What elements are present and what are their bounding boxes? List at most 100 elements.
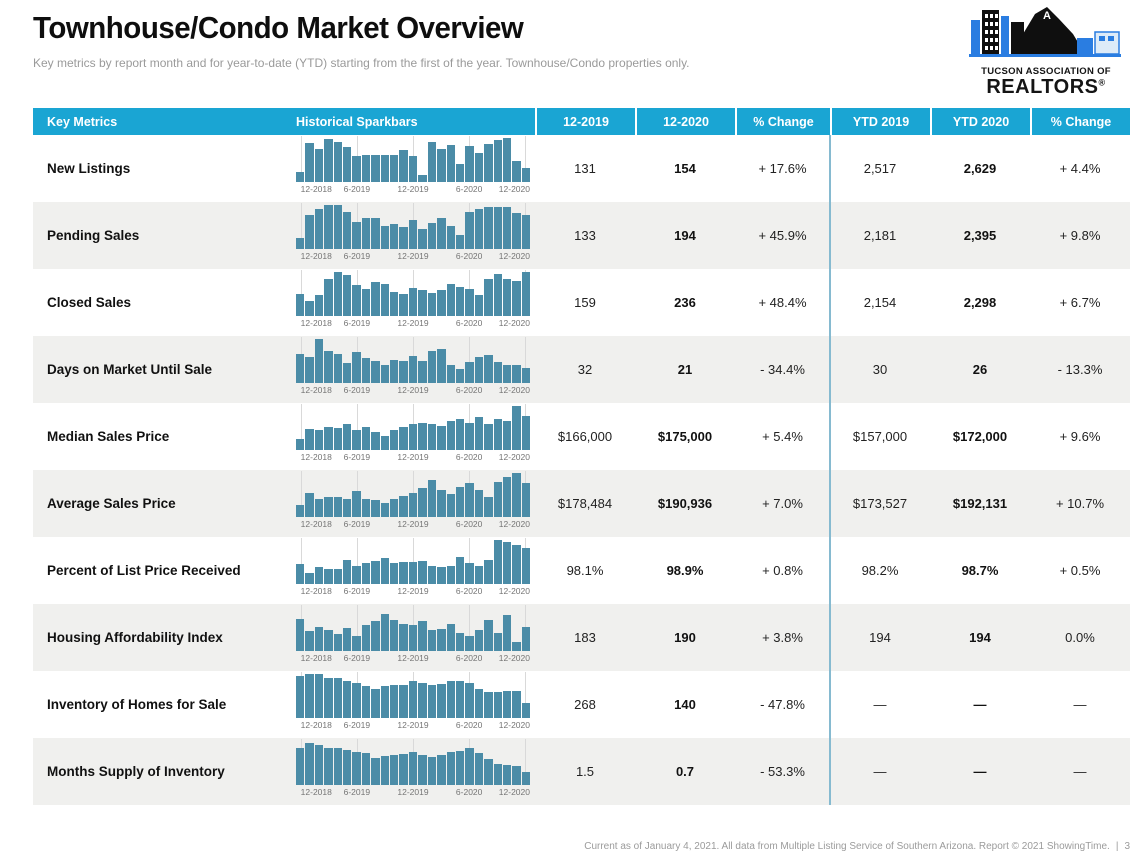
metric-label: Inventory of Homes for Sale bbox=[47, 697, 227, 712]
spark-bar bbox=[493, 274, 502, 316]
sparkbar-gridline bbox=[300, 404, 302, 450]
value-month-change: + 7.0% bbox=[762, 496, 803, 511]
value-month-curr: $190,936 bbox=[657, 496, 713, 511]
sparkbar-axis-label: 12-2018 bbox=[300, 653, 332, 663]
spark-bar bbox=[521, 272, 531, 316]
spark-bar bbox=[521, 167, 531, 182]
spark-bar bbox=[502, 765, 512, 785]
spark-bar bbox=[296, 238, 305, 249]
spark-bar bbox=[371, 757, 380, 785]
spark-bar bbox=[314, 294, 324, 316]
value-month-curr: 194 bbox=[674, 228, 696, 243]
spark-bar bbox=[437, 289, 446, 316]
value-month-change: - 47.8% bbox=[760, 697, 805, 712]
table-row: Inventory of Homes for Sale 12-2018 6-201… bbox=[33, 671, 1130, 738]
sparkbar-axis: 12-2018 6-2019 12-2019 6-2020 12-2020 bbox=[296, 585, 530, 596]
spark-bar bbox=[512, 473, 521, 517]
table-row: Months Supply of Inventory 12-2018 6-2019… bbox=[33, 738, 1130, 805]
spark-bar bbox=[371, 154, 380, 182]
sparkbar-gridline bbox=[469, 538, 471, 584]
spark-bar bbox=[465, 211, 474, 249]
spark-bar bbox=[474, 152, 484, 182]
spark-bar bbox=[380, 613, 390, 651]
spark-bar bbox=[352, 430, 361, 450]
spark-bar bbox=[474, 417, 484, 450]
spark-bar bbox=[493, 361, 502, 383]
spark-bar bbox=[408, 492, 418, 517]
spark-bar bbox=[512, 364, 521, 383]
spark-bar bbox=[521, 214, 531, 249]
sparkbar-axis-label: 12-2020 bbox=[498, 586, 530, 596]
metric-label: Housing Affordability Index bbox=[47, 630, 223, 645]
spark-bar bbox=[521, 626, 531, 651]
spark-bar bbox=[502, 365, 512, 383]
value-month-curr: $175,000 bbox=[657, 429, 713, 444]
value-month-change: - 53.3% bbox=[760, 764, 805, 779]
header-month-curr: 12-2020 bbox=[635, 108, 735, 135]
spark-bar bbox=[296, 439, 305, 450]
spark-bar bbox=[380, 755, 390, 785]
sparkbar-gridline bbox=[469, 605, 471, 651]
value-ytd-prev: $173,527 bbox=[852, 496, 908, 511]
sparkbar-axis-label: 12-2019 bbox=[397, 385, 429, 395]
spark-bar bbox=[493, 140, 502, 182]
spark-bar bbox=[333, 568, 343, 584]
sparkbar-gridline bbox=[525, 136, 527, 182]
sparkbar-axis-label: 12-2019 bbox=[397, 787, 429, 797]
sparkbar-chart bbox=[296, 203, 531, 249]
spark-bar bbox=[314, 744, 324, 785]
logo-skyline-graphic: A bbox=[969, 7, 1121, 57]
spark-bar bbox=[333, 748, 343, 785]
header-ytd-change: % Change bbox=[1030, 108, 1130, 135]
spark-bar bbox=[399, 754, 408, 785]
spark-bar bbox=[343, 559, 352, 584]
spark-bar bbox=[324, 747, 333, 785]
spark-bar bbox=[474, 629, 484, 651]
sparkbar-gridline bbox=[300, 136, 302, 182]
value-ytd-prev: $157,000 bbox=[852, 429, 908, 444]
spark-bar bbox=[446, 421, 455, 450]
sparkbar-gridline bbox=[525, 739, 527, 785]
value-month-prev: $178,484 bbox=[557, 496, 613, 511]
sparkbar-gridline bbox=[525, 337, 527, 383]
sparkbar-axis-label: 12-2018 bbox=[300, 251, 332, 261]
spark-bar bbox=[455, 368, 465, 383]
sparkbar-axis-label: 12-2020 bbox=[498, 720, 530, 730]
spark-bar bbox=[446, 752, 455, 785]
spark-bar bbox=[418, 175, 427, 182]
spark-bar bbox=[446, 226, 455, 249]
spark-bar bbox=[521, 368, 531, 383]
spark-bar bbox=[512, 212, 521, 249]
spark-bar bbox=[437, 489, 446, 517]
spark-bar bbox=[465, 288, 474, 316]
sparkbar-axis: 12-2018 6-2019 12-2019 6-2020 12-2020 bbox=[296, 451, 530, 462]
sparkbar-axis: 12-2018 6-2019 12-2019 6-2020 12-2020 bbox=[296, 719, 530, 730]
value-ytd-change: — bbox=[1073, 764, 1087, 779]
spark-bar bbox=[352, 352, 361, 383]
metric-label: Median Sales Price bbox=[47, 429, 170, 444]
spark-bar bbox=[493, 692, 502, 718]
spark-bar bbox=[324, 629, 333, 651]
sparkbar-chart bbox=[296, 404, 531, 450]
sparkbar-axis-label: 6-2019 bbox=[343, 720, 371, 730]
spark-bar bbox=[361, 427, 371, 450]
value-month-prev: 1.5 bbox=[575, 764, 595, 779]
value-ytd-change: 0.0% bbox=[1065, 630, 1095, 645]
spark-bar bbox=[296, 747, 305, 785]
sparkbar-gridline bbox=[356, 605, 358, 651]
spark-bar bbox=[455, 556, 465, 584]
sparkbar-axis: 12-2018 6-2019 12-2019 6-2020 12-2020 bbox=[296, 518, 530, 529]
sparkbar-axis-label: 6-2019 bbox=[343, 385, 371, 395]
spark-bar bbox=[343, 749, 352, 785]
spark-bar bbox=[418, 682, 427, 718]
value-ytd-prev: 2,517 bbox=[863, 161, 897, 176]
metrics-table: Key Metrics Historical Sparkbars 12-2019… bbox=[33, 108, 1130, 805]
sparkbar-axis-label: 12-2020 bbox=[498, 653, 530, 663]
spark-bar bbox=[371, 431, 380, 450]
spark-bar bbox=[296, 676, 305, 718]
spark-bar bbox=[296, 354, 305, 383]
value-month-prev: 32 bbox=[577, 362, 593, 377]
sparkbar-cell: 12-2018 6-2019 12-2019 6-2020 12-2020 bbox=[290, 604, 535, 671]
value-ytd-curr: 2,395 bbox=[963, 228, 997, 243]
spark-bar bbox=[427, 757, 437, 785]
